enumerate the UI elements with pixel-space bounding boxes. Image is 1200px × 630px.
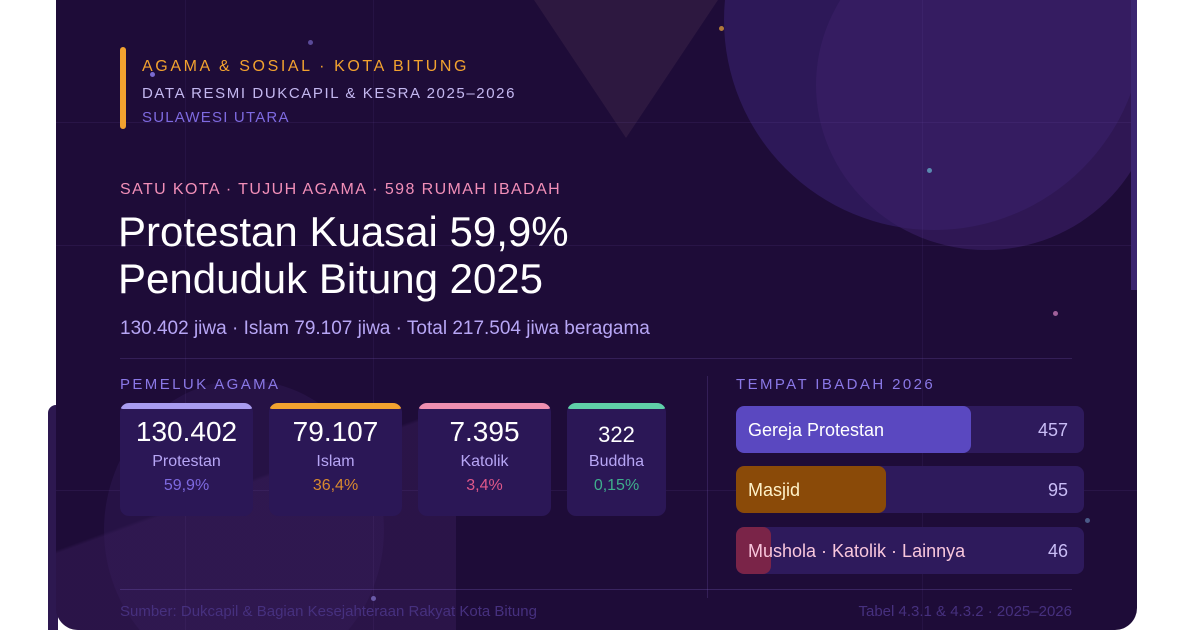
decorative-dot — [719, 26, 724, 31]
stat-name: Katolik — [460, 453, 509, 470]
headline-line-2: Penduduk Bitung 2025 — [118, 255, 544, 302]
stat-stripe — [269, 403, 402, 409]
grid-line — [56, 245, 1137, 246]
data-source-subtitle: DATA RESMI DUKCAPIL & KESRA 2025–2026 — [142, 85, 517, 102]
hero-eyebrow: SATU KOTA · TUJUH AGAMA · 598 RUMAH IBAD… — [120, 181, 562, 198]
stat-stripe — [120, 403, 253, 409]
stat-card-islam: 79.107 Islam 36,4% — [269, 403, 402, 516]
decorative-dot — [1085, 518, 1090, 523]
background-circle-shape — [724, 0, 1137, 230]
bar-label: Masjid — [748, 480, 801, 500]
background-triangle-shape — [534, 0, 718, 138]
column-divider — [707, 376, 708, 598]
grid-line — [922, 0, 923, 630]
decorative-dot — [150, 72, 155, 77]
table-reference: Tabel 4.3.1 & 4.3.2 · 2025–2026 — [858, 603, 1072, 620]
card-edge-decoration — [1131, 0, 1137, 290]
grid-line — [56, 122, 1137, 123]
source-note: Sumber: Dukcapil & Bagian Kesejahteraan … — [120, 603, 537, 620]
decorative-dot — [927, 168, 932, 173]
bar-fill — [736, 466, 886, 513]
decorative-dot — [308, 40, 313, 45]
section-divider — [120, 358, 1072, 359]
bar-fill — [736, 406, 971, 453]
stat-stripe — [418, 403, 551, 409]
worship-section-label: TEMPAT IBADAH 2026 — [736, 376, 936, 393]
bar-value: 46 — [1047, 541, 1068, 561]
bar-value: 457 — [1037, 420, 1068, 440]
stat-value: 7.395 — [449, 416, 520, 447]
stat-name: Islam — [316, 453, 355, 470]
stat-name: Buddha — [588, 453, 645, 470]
page-title: Protestan Kuasai 59,9% Penduduk Bitung 2… — [118, 208, 569, 302]
stat-percent: 36,4% — [312, 477, 359, 494]
stat-card-katolik: 7.395 Katolik 3,4% — [418, 403, 551, 516]
bar-label: Gereja Protestan — [748, 420, 885, 440]
header-accent-bar — [120, 47, 126, 129]
grid-line — [185, 0, 186, 630]
decorative-dot — [1053, 311, 1058, 316]
headline-line-1: Protestan Kuasai 59,9% — [118, 208, 569, 255]
adherents-section-label: PEMELUK AGAMA — [120, 376, 281, 393]
stat-value: 79.107 — [292, 416, 379, 447]
bar-value: 95 — [1047, 480, 1068, 500]
bar-fill — [736, 527, 771, 574]
decorative-dot — [371, 596, 376, 601]
stat-percent: 59,9% — [163, 477, 210, 494]
bar-row-gereja-protestan: Gereja Protestan 457 — [736, 406, 1084, 453]
background-circle-shape — [816, 0, 1137, 250]
stat-card-protestan: 130.402 Protestan 59,9% — [120, 403, 253, 516]
stat-percent: 3,4% — [466, 477, 503, 494]
bar-label: Mushola · Katolik · Lainnya — [748, 541, 966, 561]
stat-stripe — [567, 403, 666, 409]
grid-line — [373, 0, 374, 630]
bar-row-lainnya: Mushola · Katolik · Lainnya 46 — [736, 527, 1084, 574]
footer-divider — [120, 589, 1072, 590]
stat-card-buddha: 322 Buddha 0,15% — [567, 403, 666, 516]
card-edge-decoration — [48, 405, 58, 630]
stat-value: 130.402 — [135, 416, 238, 447]
stat-value: 322 — [598, 422, 635, 447]
bar-row-masjid: Masjid 95 — [736, 466, 1084, 513]
hero-summary: 130.402 jiwa · Islam 79.107 jiwa · Total… — [120, 318, 650, 339]
stat-name: Protestan — [152, 453, 221, 470]
stat-percent: 0,15% — [593, 477, 640, 494]
region-label: SULAWESI UTARA — [142, 109, 290, 126]
category-kicker: AGAMA & SOSIAL · KOTA BITUNG — [142, 58, 470, 75]
